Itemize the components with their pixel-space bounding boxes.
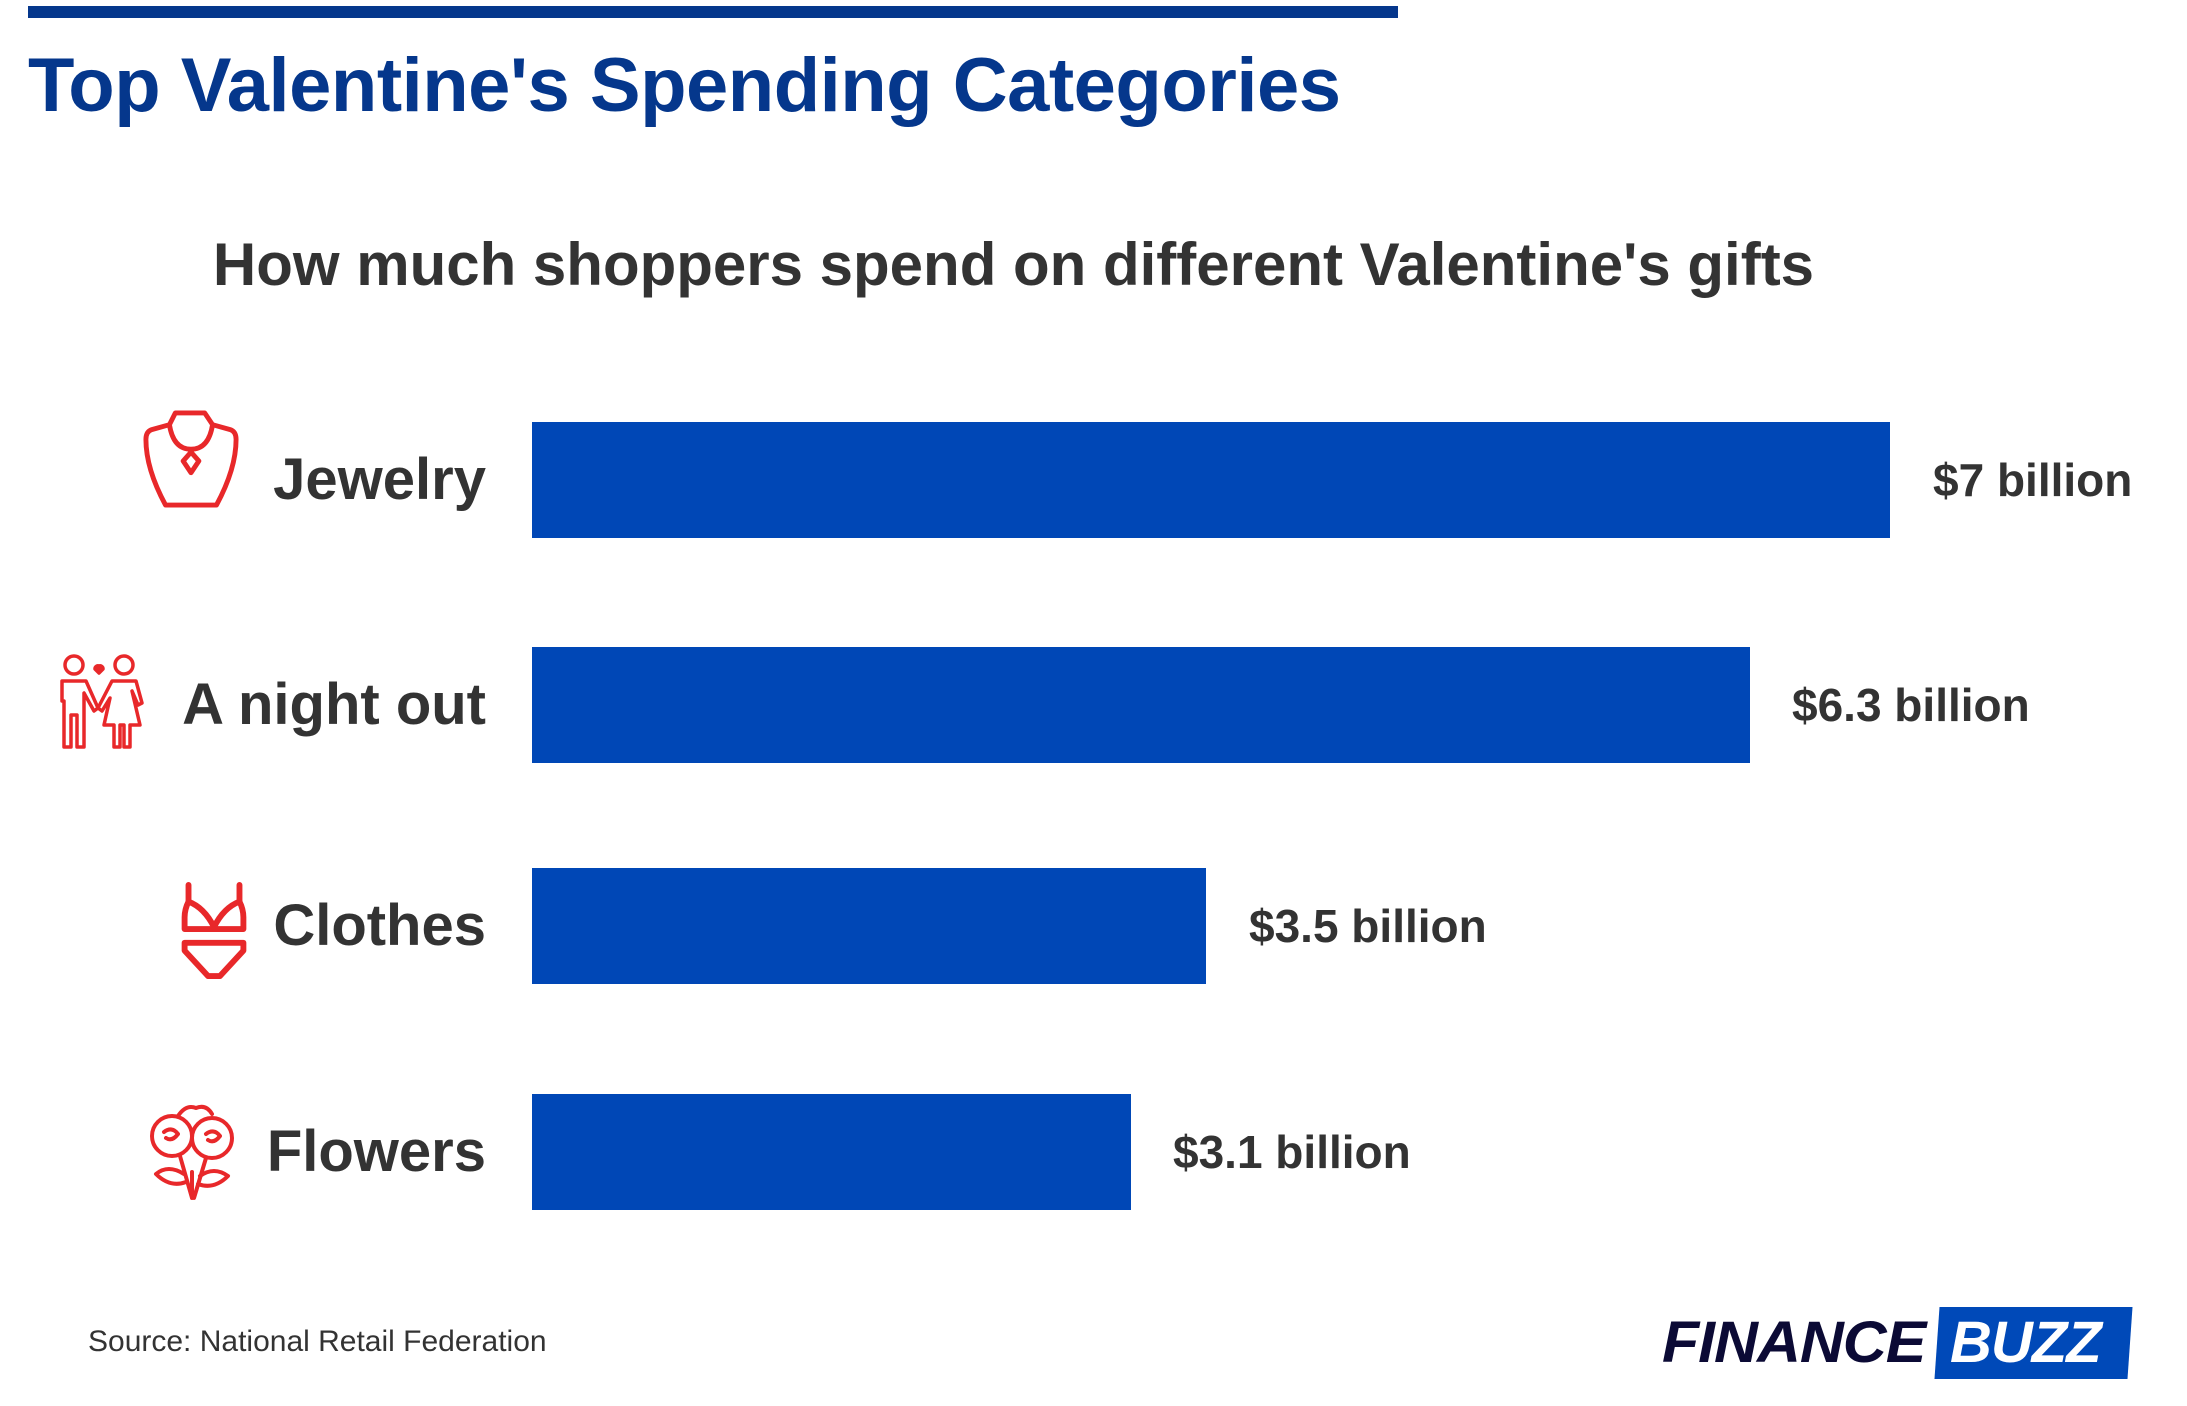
chart-title: Top Valentine's Spending Categories xyxy=(28,43,1341,128)
category-label: Clothes xyxy=(273,893,486,958)
value-label: $6.3 billion xyxy=(1792,679,2030,731)
top-rule xyxy=(28,6,1398,18)
necklace-icon xyxy=(141,410,241,508)
bar-night-out xyxy=(532,647,1750,763)
chart-subtitle: How much shoppers spend on different Val… xyxy=(212,231,1815,298)
value-label: $7 billion xyxy=(1933,454,2133,506)
logo-text-finance: FINANCE xyxy=(1662,1310,1926,1375)
category-label: Flowers xyxy=(266,1119,486,1184)
couple-icon xyxy=(54,653,144,753)
bar-row-night-out: A night out $6.3 billion xyxy=(0,647,2187,763)
logo-text-buzz: BUZZ xyxy=(1950,1310,2102,1375)
bar-jewelry xyxy=(532,422,1890,538)
roses-icon xyxy=(148,1102,240,1202)
bar-row-flowers: Flowers $3.1 billion xyxy=(0,1094,2187,1210)
financebuzz-logo: FINANCE BUZZ xyxy=(1662,1305,2142,1381)
category-label: Jewelry xyxy=(273,447,486,512)
value-label: $3.1 billion xyxy=(1173,1126,1411,1178)
source-note: Source: National Retail Federation xyxy=(88,1325,547,1358)
bar-row-jewelry: Jewelry $7 billion xyxy=(0,410,2187,538)
bar-clothes xyxy=(532,868,1206,984)
value-label: $3.5 billion xyxy=(1249,900,1487,952)
bar-row-clothes: Clothes $3.5 billion xyxy=(0,868,2187,984)
category-label: A night out xyxy=(182,672,486,737)
bar-flowers xyxy=(532,1094,1131,1210)
lingerie-icon xyxy=(180,882,248,980)
